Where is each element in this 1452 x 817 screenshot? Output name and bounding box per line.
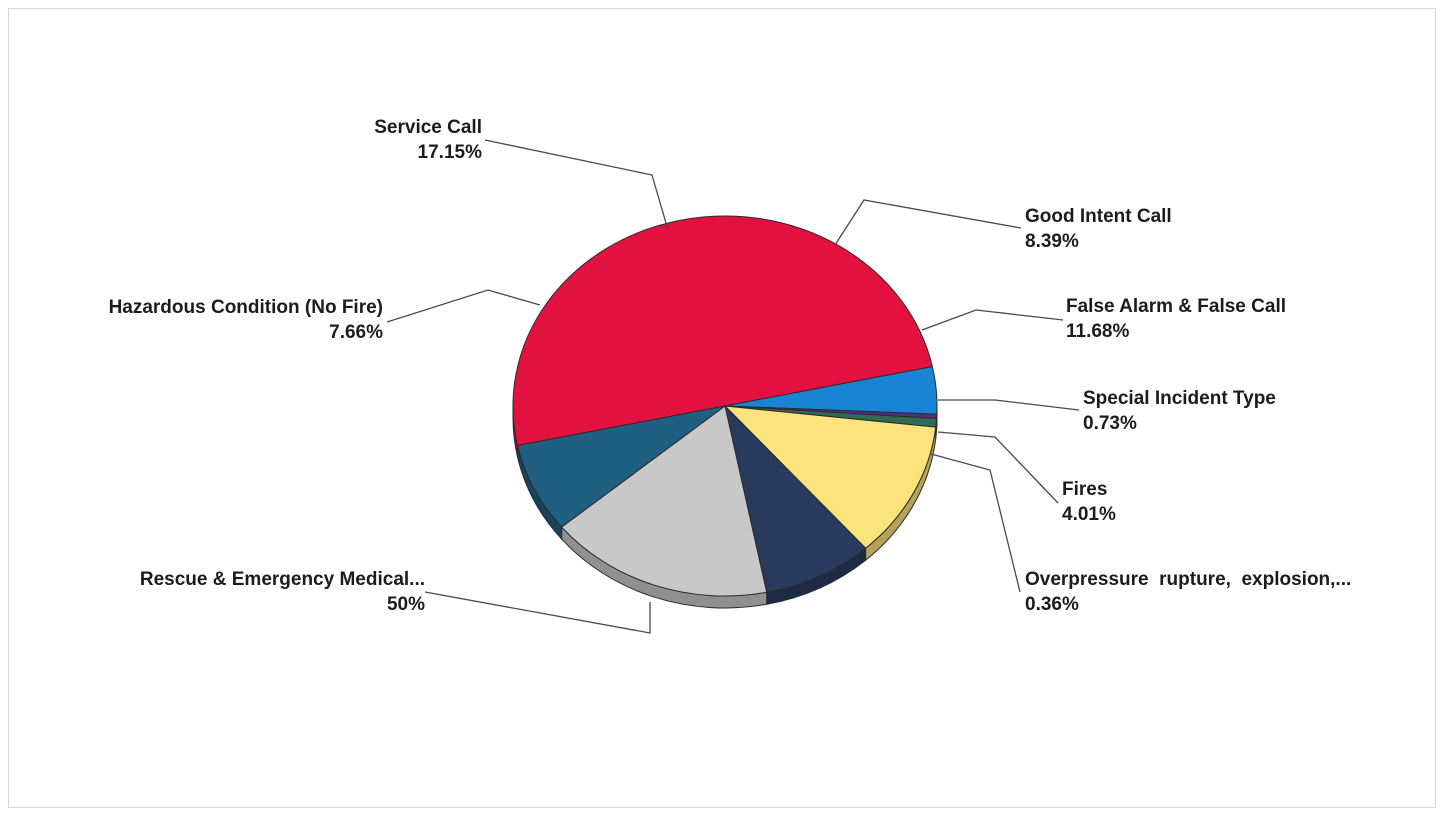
leader-lines	[386, 139, 1080, 634]
slice-service-call	[560, 405, 768, 597]
slice-rescue-emergency-medical	[512, 215, 934, 447]
slice-percent-rescue-emergency-medical: 50%	[387, 594, 425, 615]
leader-line-false-alarm-false-call	[921, 309, 1064, 331]
slice-false-alarm-false-call	[723, 405, 937, 549]
slice-percent-special-incident-type: 0.73%	[1083, 413, 1137, 434]
slice-label-service-call: Service Call	[374, 117, 482, 138]
leader-line-rescue-emergency-medical	[424, 591, 651, 634]
slice-percent-fires: 4.01%	[1062, 504, 1116, 525]
slice-label-hazardous-condition-no-fire: Hazardous Condition (No Fire)	[109, 297, 383, 318]
slice-hazardous-condition-no-fire	[517, 405, 726, 528]
slice-label-false-alarm-false-call: False Alarm & False Call	[1066, 296, 1286, 317]
slice-label-rescue-emergency-medical: Rescue & Emergency Medical...	[140, 569, 425, 590]
leader-line-fires	[937, 431, 1059, 504]
leader-line-service-call	[484, 139, 669, 231]
leader-line-hazardous-condition-no-fire	[386, 289, 541, 323]
pie-slices	[512, 215, 938, 597]
slice-percent-hazardous-condition-no-fire: 7.66%	[329, 322, 383, 343]
slice-labels: Rescue & Emergency Medical... 50% Fires 4.0…	[109, 117, 1352, 615]
slice-label-good-intent-call: Good Intent Call	[1025, 206, 1172, 227]
slice-percent-good-intent-call: 8.39%	[1025, 231, 1079, 252]
leader-line-overpressure-rupture-explosion	[930, 453, 1021, 593]
slice-percent-service-call: 17.15%	[418, 142, 483, 163]
slice-label-fires: Fires	[1062, 479, 1107, 500]
slice-label-special-incident-type: Special Incident Type	[1083, 388, 1276, 409]
slice-percent-false-alarm-false-call: 11.68%	[1066, 321, 1129, 342]
leader-line-special-incident-type	[938, 399, 1080, 411]
slice-label-overpressure-rupture-explosion: Overpressure rupture, explosion,...	[1025, 569, 1351, 590]
slice-percent-overpressure-rupture-explosion: 0.36%	[1025, 594, 1079, 615]
leader-line-good-intent-call	[834, 199, 1022, 246]
slice-good-intent-call	[724, 404, 867, 593]
